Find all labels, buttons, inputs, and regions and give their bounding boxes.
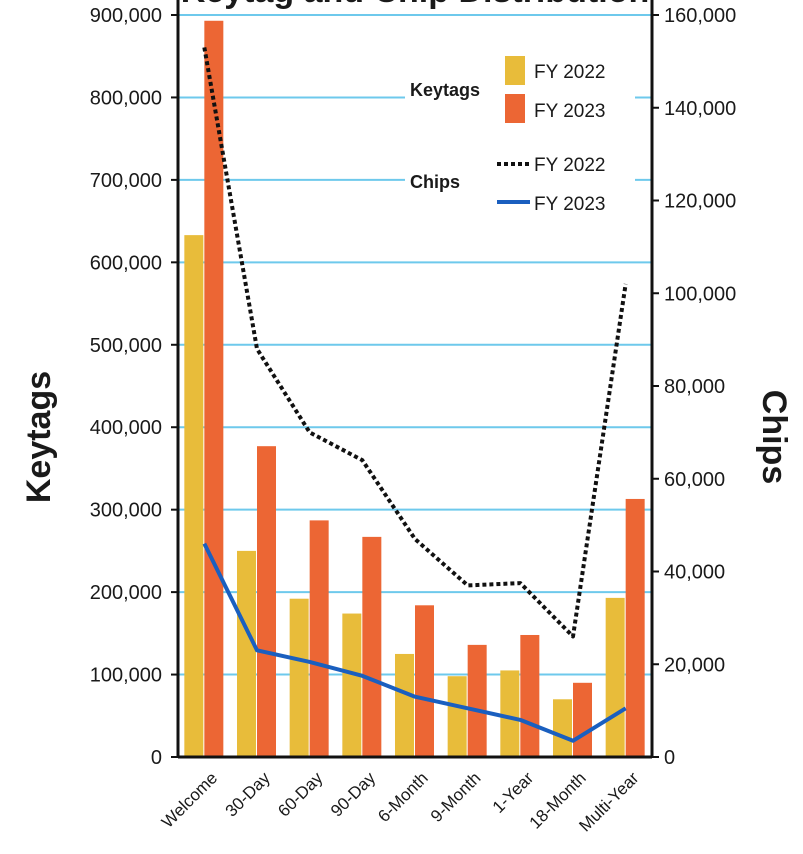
left-tick-label: 100,000 [90, 665, 162, 687]
bar-fy2022-1-year [500, 670, 520, 757]
right-tick-label: 20,000 [664, 654, 725, 676]
bar-fy2023-9-month [467, 644, 487, 757]
bar-fy2022-30-day [237, 550, 256, 757]
right-tick-label: 120,000 [664, 191, 736, 213]
legend: Keytags FY 2022 FY 2023 Chips FY 2022 FY… [405, 52, 635, 220]
right-tick-label: 40,000 [664, 562, 725, 584]
y-axis-right-title: Chips [755, 390, 793, 484]
axes [176, 0, 654, 759]
bar-fy2022-90-day [342, 613, 362, 757]
chip-lines [202, 47, 628, 743]
line-chips-fy2022 [202, 47, 628, 639]
bar-fy2023-90-day [362, 536, 382, 757]
bar-fy2022-9-month [447, 676, 467, 757]
line-chips-fy2023 [202, 542, 627, 743]
legend-keytags-label: Keytags [410, 80, 480, 100]
legend-swatch-fy2022-keytags [505, 56, 525, 85]
right-tick-label: 100,000 [664, 283, 736, 305]
right-tick-label: 160,000 [664, 5, 736, 27]
bar-fy2022-multi-year [605, 597, 625, 757]
legend-label-fy2023-keytags: FY 2023 [534, 101, 605, 122]
right-axis-ticks: 0 20,000 40,000 60,000 80,000 100,000 120,000 1… [652, 5, 736, 769]
chart-title: Keytag and Chip Distribution [181, 0, 649, 10]
bar-fy2023-18-month [573, 682, 592, 757]
legend-swatch-fy2023-keytags [505, 94, 525, 123]
left-tick-label: 200,000 [90, 582, 162, 604]
legend-chips-label: Chips [410, 172, 460, 192]
legend-label-fy2022-chips: FY 2022 [534, 155, 605, 176]
y-axis-left-title: Keytags [20, 371, 58, 503]
left-tick-label: 500,000 [90, 335, 162, 357]
bars [184, 20, 645, 758]
bar-fy2023-1-year [520, 634, 540, 757]
right-tick-label: 80,000 [664, 376, 725, 398]
left-tick-label: 0 [151, 747, 162, 769]
left-tick-label: 400,000 [90, 417, 162, 439]
left-axis-ticks: 0 100,000 200,000 300,000 400,000 500,000 600,… [90, 5, 178, 769]
right-tick-label: 0 [664, 747, 675, 769]
left-tick-label: 300,000 [90, 500, 162, 522]
bar-fy2022-6-month [395, 653, 414, 757]
right-tick-label: 60,000 [664, 469, 725, 491]
left-tick-label: 800,000 [90, 87, 162, 109]
legend-label-fy2022-keytags: FY 2022 [534, 62, 605, 83]
bar-fy2022-60-day [289, 598, 309, 757]
legend-label-fy2023-chips: FY 2023 [534, 194, 605, 215]
bar-fy2023-multi-year [625, 498, 645, 757]
left-tick-label: 700,000 [90, 170, 162, 192]
bar-fy2023-60-day [309, 520, 329, 757]
left-tick-label: 600,000 [90, 252, 162, 274]
bar-fy2022-18-month [553, 699, 572, 757]
right-tick-label: 140,000 [664, 98, 736, 120]
bar-fy2023-30-day [257, 446, 276, 757]
left-tick-label: 900,000 [90, 5, 162, 27]
bar-fy2023-6-month [415, 605, 434, 757]
bar-fy2022-welcome [184, 235, 204, 758]
legend-bg-chips [405, 146, 635, 220]
